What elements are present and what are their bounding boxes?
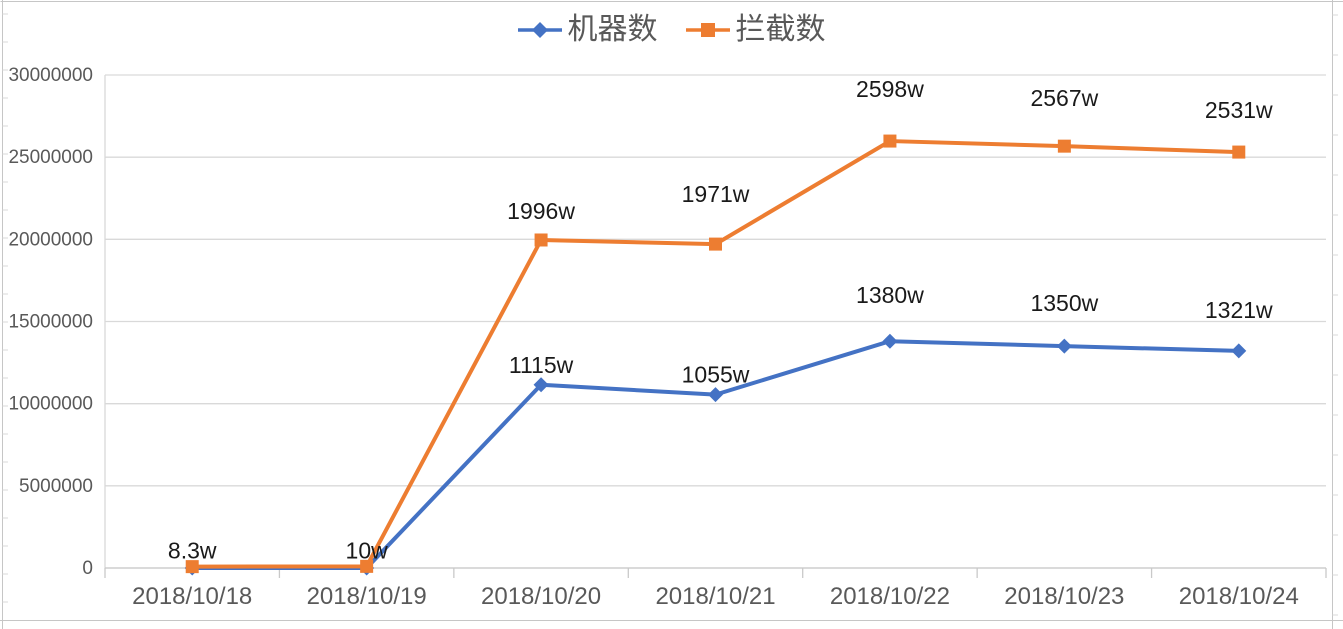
data-point-label: 1996w: [507, 198, 575, 224]
x-axis-label: 2018/10/22: [830, 583, 950, 610]
data-point-marker[interactable]: [1231, 343, 1247, 359]
data-point-label: 1350w: [1030, 290, 1098, 316]
y-axis-label: 15000000: [8, 312, 93, 333]
data-point-marker[interactable]: [883, 134, 897, 148]
data-point-label: 2598w: [856, 76, 924, 102]
data-point-marker[interactable]: [1057, 139, 1071, 153]
data-point-marker[interactable]: [534, 233, 548, 247]
y-axis-label: 30000000: [8, 65, 93, 86]
data-point-label: 10w: [346, 537, 389, 563]
data-point-marker[interactable]: [533, 377, 549, 393]
data-point-marker[interactable]: [1056, 338, 1072, 354]
data-point-marker[interactable]: [360, 559, 374, 573]
legend-item-0[interactable]: 机器数: [517, 10, 658, 50]
data-point-label: 1380w: [856, 282, 924, 308]
y-axis-label: 5000000: [19, 476, 93, 497]
data-point-marker[interactable]: [882, 333, 898, 349]
data-point-marker[interactable]: [185, 560, 199, 574]
diamond-marker-icon: [517, 22, 562, 38]
chart-legend: 机器数 拦截数: [0, 10, 1343, 50]
data-point-marker[interactable]: [709, 237, 722, 251]
y-axis-label: 10000000: [8, 394, 93, 415]
y-axis-label: 20000000: [8, 229, 93, 250]
data-point-label: 2531w: [1205, 97, 1273, 123]
square-marker-icon: [685, 23, 730, 37]
y-axis-label: 0: [82, 558, 93, 579]
data-point-label: 1971w: [682, 181, 750, 207]
data-point-label: 1115w: [509, 352, 574, 378]
legend-label: 拦截数: [735, 13, 826, 46]
x-axis-label: 2018/10/24: [1179, 583, 1299, 610]
y-axis-label: 25000000: [8, 147, 93, 168]
data-point-marker[interactable]: [708, 387, 723, 403]
data-point-label: 1321w: [1205, 297, 1273, 323]
data-point-marker[interactable]: [1232, 145, 1246, 159]
x-axis-label: 2018/10/19: [307, 583, 427, 610]
legend-label: 机器数: [567, 13, 658, 46]
data-point-label: 1055w: [682, 362, 750, 388]
data-point-label: 2567w: [1030, 85, 1098, 111]
x-axis-label: 2018/10/21: [655, 583, 775, 610]
x-axis-label: 2018/10/18: [132, 583, 252, 610]
legend-item-1[interactable]: 拦截数: [685, 10, 826, 50]
data-point-label: 8.3w: [168, 538, 217, 564]
x-axis-label: 2018/10/23: [1004, 583, 1124, 610]
x-axis-label: 2018/10/20: [481, 583, 601, 610]
